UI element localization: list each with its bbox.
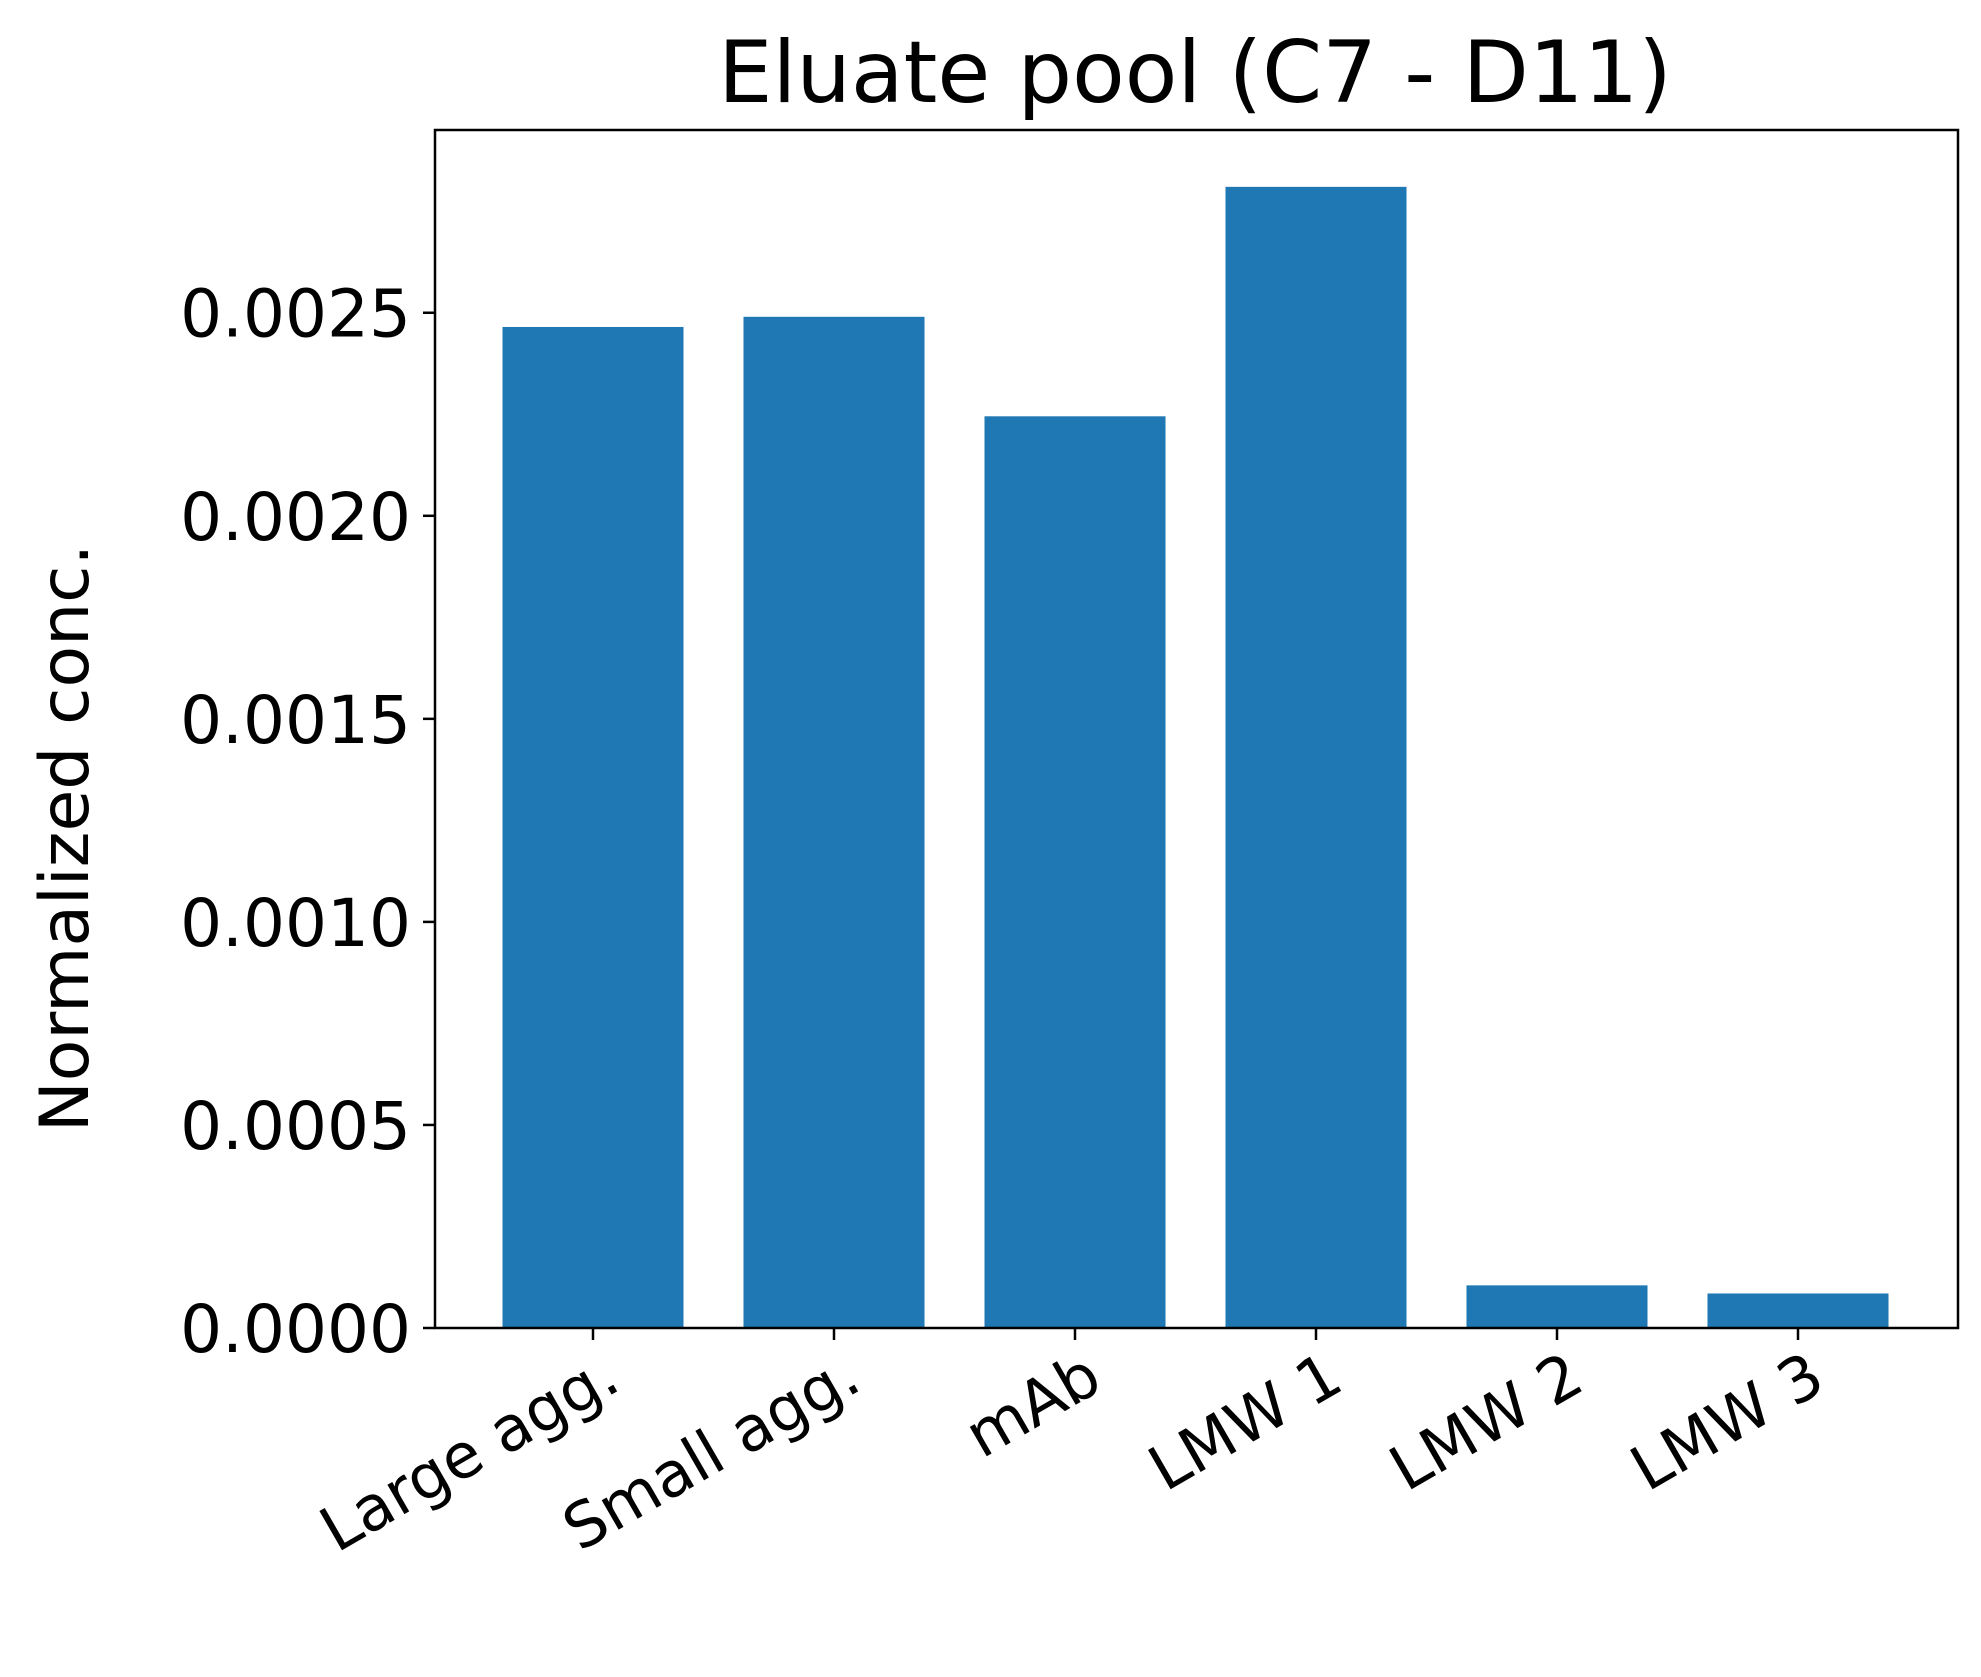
- chart-title: Eluate pool (C7 - D11): [718, 23, 1672, 123]
- bar-large-agg: [502, 326, 684, 1328]
- x-tick-label: LMW 2: [1377, 1338, 1594, 1505]
- y-tick-label: 0.0000: [180, 1291, 411, 1368]
- bar-lmw-3: [1707, 1293, 1889, 1328]
- y-tick-label: 0.0015: [180, 682, 411, 759]
- x-tick-label: LMW 3: [1618, 1338, 1835, 1505]
- bar-lmw-1: [1225, 186, 1407, 1328]
- bars-group: [502, 186, 1889, 1329]
- y-axis-label: Normalized conc.: [26, 544, 105, 1132]
- x-tick-label: mAb: [953, 1338, 1113, 1472]
- y-axis-ticks: 0.0000 0.0005 0.0010 0.0015 0.0020 0.0025: [180, 276, 435, 1368]
- plot-area-frame: [433, 128, 1960, 1330]
- bar-mab: [984, 416, 1166, 1328]
- x-tick-label: LMW 1: [1136, 1338, 1353, 1505]
- x-axis-ticks: Large agg.Small agg. mAb LMW 1 LMW 2 LMW 3: [308, 1328, 1836, 1566]
- y-tick-label: 0.0025: [180, 276, 411, 353]
- bar-lmw-2: [1466, 1285, 1648, 1328]
- y-tick-label: 0.0005: [180, 1088, 411, 1165]
- bar-small-agg: [743, 316, 925, 1329]
- y-tick-label: 0.0020: [180, 479, 411, 556]
- y-tick-label: 0.0010: [180, 885, 411, 962]
